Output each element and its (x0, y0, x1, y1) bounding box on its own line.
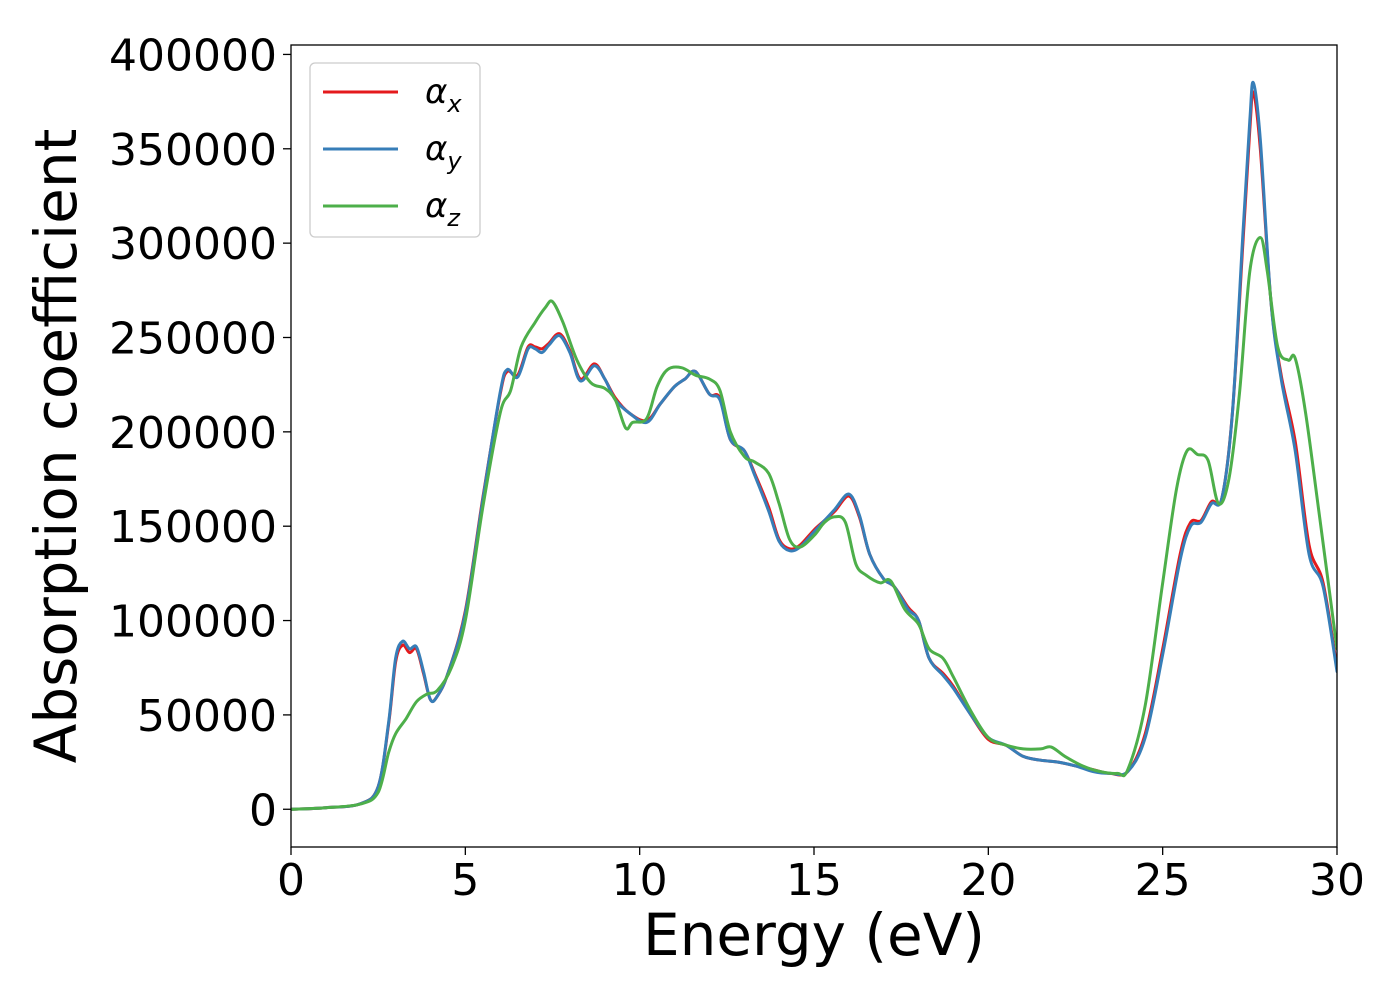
x-tick-label: 10 (612, 855, 668, 906)
x-axis-title: Energy (eV) (643, 901, 985, 969)
y-tick-label: 300000 (109, 219, 277, 270)
y-axis: 0 50000 100000 150000 200000 250000 300000 3500… (109, 30, 291, 836)
x-tick-label: 20 (960, 855, 1016, 906)
legend-label-y: αy (425, 129, 462, 175)
y-tick-label: 350000 (109, 125, 277, 176)
legend-label-x: αx (425, 72, 462, 118)
x-tick-label: 25 (1135, 855, 1191, 906)
legend-label-z: αz (425, 186, 461, 232)
x-tick-label: 15 (786, 855, 842, 906)
y-tick-label: 200000 (109, 408, 277, 459)
y-axis-title: Absorption coefficient (22, 129, 90, 764)
legend: αx αy αz (309, 62, 481, 238)
y-tick-label: 50000 (137, 691, 277, 742)
y-tick-label: 100000 (109, 597, 277, 648)
y-tick-label: 400000 (109, 30, 277, 81)
x-tick-label: 5 (451, 855, 479, 906)
series-line-z (291, 236, 1337, 811)
x-axis: 0 5 10 15 20 25 30 (277, 847, 1365, 906)
y-tick-label: 250000 (109, 313, 277, 364)
x-tick-label: 30 (1309, 855, 1365, 906)
y-tick-label: 150000 (109, 502, 277, 553)
x-tick-label: 0 (277, 855, 305, 906)
series-layer (291, 80, 1337, 811)
y-tick-label: 0 (249, 785, 277, 836)
